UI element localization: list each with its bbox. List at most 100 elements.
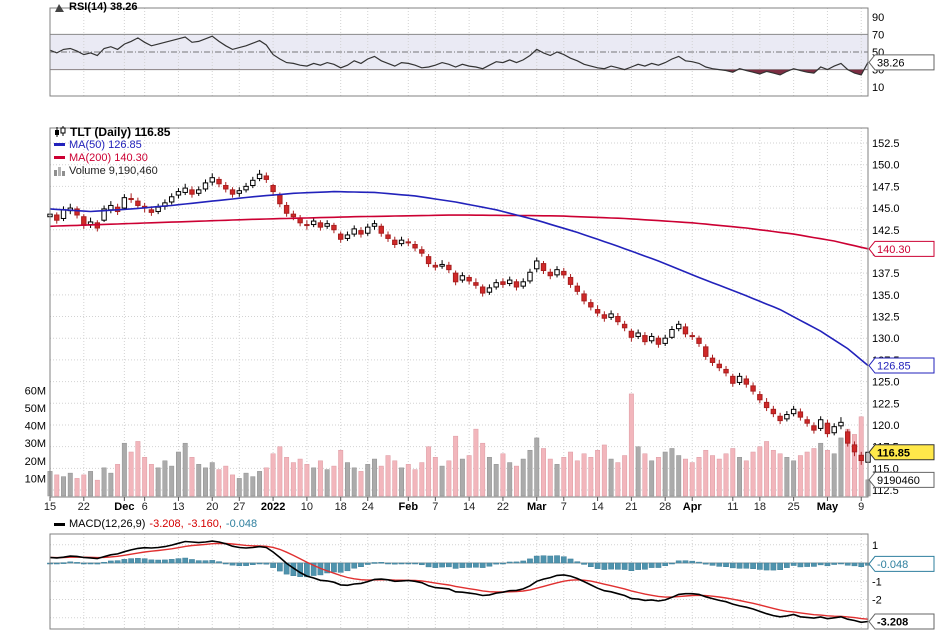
volume-bar	[81, 474, 87, 497]
volume-bar	[243, 472, 249, 497]
volume-bar	[628, 393, 634, 497]
macd-histogram-bar	[824, 562, 831, 567]
price-axis-label: 125.0	[872, 377, 900, 389]
candle-body	[74, 208, 80, 216]
macd-histogram-bar	[615, 562, 621, 570]
macd-legend: MACD(12,26,9) -3.208, -3.160, -0.048	[54, 518, 257, 530]
candle-body	[635, 332, 641, 337]
macd-histogram-bar	[486, 562, 493, 567]
macd-histogram-bar	[527, 558, 533, 564]
macd-histogram-bar	[202, 560, 209, 564]
candle-body	[310, 220, 317, 226]
macd-histogram-bar	[554, 555, 560, 564]
candle-body	[750, 385, 756, 392]
candle-body	[534, 260, 540, 270]
candle-body	[770, 408, 777, 415]
volume-bar	[480, 442, 486, 497]
candle-body	[784, 414, 790, 420]
x-axis-label: 20	[206, 501, 218, 513]
macd-histogram-bar	[466, 562, 472, 568]
macd-histogram-bar	[412, 562, 418, 565]
volume-bar	[74, 478, 80, 497]
candle-body	[703, 346, 709, 357]
volume-axis-label: 30M	[25, 438, 46, 450]
macd-histogram-bar	[493, 562, 500, 565]
x-axis-label: 6	[142, 501, 148, 513]
rsi-axis-label: 90	[872, 12, 884, 24]
candle-body	[466, 276, 472, 282]
candle-body	[757, 394, 763, 401]
x-axis-label: 22	[497, 501, 509, 513]
candle-body	[669, 329, 675, 338]
volume-bar	[784, 457, 790, 497]
macd-histogram-bar	[378, 562, 385, 564]
macd-histogram-bar	[628, 562, 635, 571]
candle-body	[581, 293, 587, 302]
rsi-legend-label: RSI(14) 38.26	[69, 1, 138, 13]
ma50-line	[49, 190, 869, 367]
candle-body	[567, 276, 574, 285]
candle-body	[283, 204, 290, 214]
volume-bar	[608, 458, 614, 497]
macd-histogram-bar	[358, 562, 364, 567]
macd-histogram-bar	[784, 562, 790, 568]
candle-body	[459, 275, 466, 281]
macd-histogram-bar	[351, 562, 358, 569]
volume-bar	[466, 455, 472, 497]
volume-bar	[209, 462, 215, 497]
candle-body	[858, 454, 864, 462]
candle-body	[824, 422, 831, 435]
volume-bar	[595, 449, 601, 497]
candle-body	[236, 190, 242, 194]
volume-bar	[67, 472, 73, 497]
macd-histogram-bar	[459, 562, 466, 568]
ma200-legend-row: MA(200) 140.30	[54, 151, 170, 164]
volume-bar	[716, 458, 722, 497]
volume-bar	[372, 458, 377, 497]
candle-body	[256, 173, 263, 180]
macd-histogram-bar	[804, 562, 811, 567]
candle-body	[60, 209, 67, 219]
candle-body	[743, 378, 750, 385]
candle-body	[243, 185, 249, 191]
candle-body	[601, 314, 608, 319]
volume-bar	[662, 451, 668, 497]
volume-legend-row: Volume 9,190,460	[54, 164, 170, 177]
macd-histogram-bar	[797, 562, 804, 568]
volume-bar	[453, 435, 459, 497]
macd-histogram-bar	[560, 556, 567, 564]
x-axis-label: May	[817, 501, 839, 513]
candle-body	[696, 337, 702, 344]
price-axis-label: 135.0	[872, 290, 900, 302]
macd-histogram-bar	[425, 562, 432, 568]
volume-bar	[642, 453, 648, 497]
volume-bar	[710, 455, 715, 497]
candle-body	[574, 285, 581, 292]
macd-histogram-bar	[80, 562, 87, 565]
volume-bar	[148, 464, 154, 497]
candle-body	[473, 282, 479, 286]
volume-bar	[635, 446, 641, 497]
volume-bar	[203, 467, 208, 497]
volume-bar	[561, 457, 567, 497]
candle-body	[108, 204, 114, 211]
macd-histogram-bar	[155, 559, 162, 564]
volume-bar	[426, 446, 432, 497]
volume-bar	[493, 464, 499, 497]
macd-histogram-bar	[587, 562, 594, 568]
macd-histogram-bar	[648, 562, 655, 568]
macd-histogram-bar	[736, 562, 743, 569]
x-axis-label: 11	[727, 501, 738, 513]
candle-body	[723, 368, 729, 374]
macd-histogram-bar	[682, 560, 689, 564]
x-axis-label: 14	[591, 501, 603, 513]
macd-axis-label: -1	[872, 576, 882, 588]
candle-body	[182, 187, 188, 193]
candle-body	[337, 233, 344, 240]
volume-bar	[88, 471, 94, 497]
candle-body	[229, 189, 236, 195]
axis-badge	[868, 357, 935, 374]
candle-body	[81, 216, 87, 226]
volume-bar	[175, 451, 181, 497]
candle-body	[507, 279, 513, 285]
